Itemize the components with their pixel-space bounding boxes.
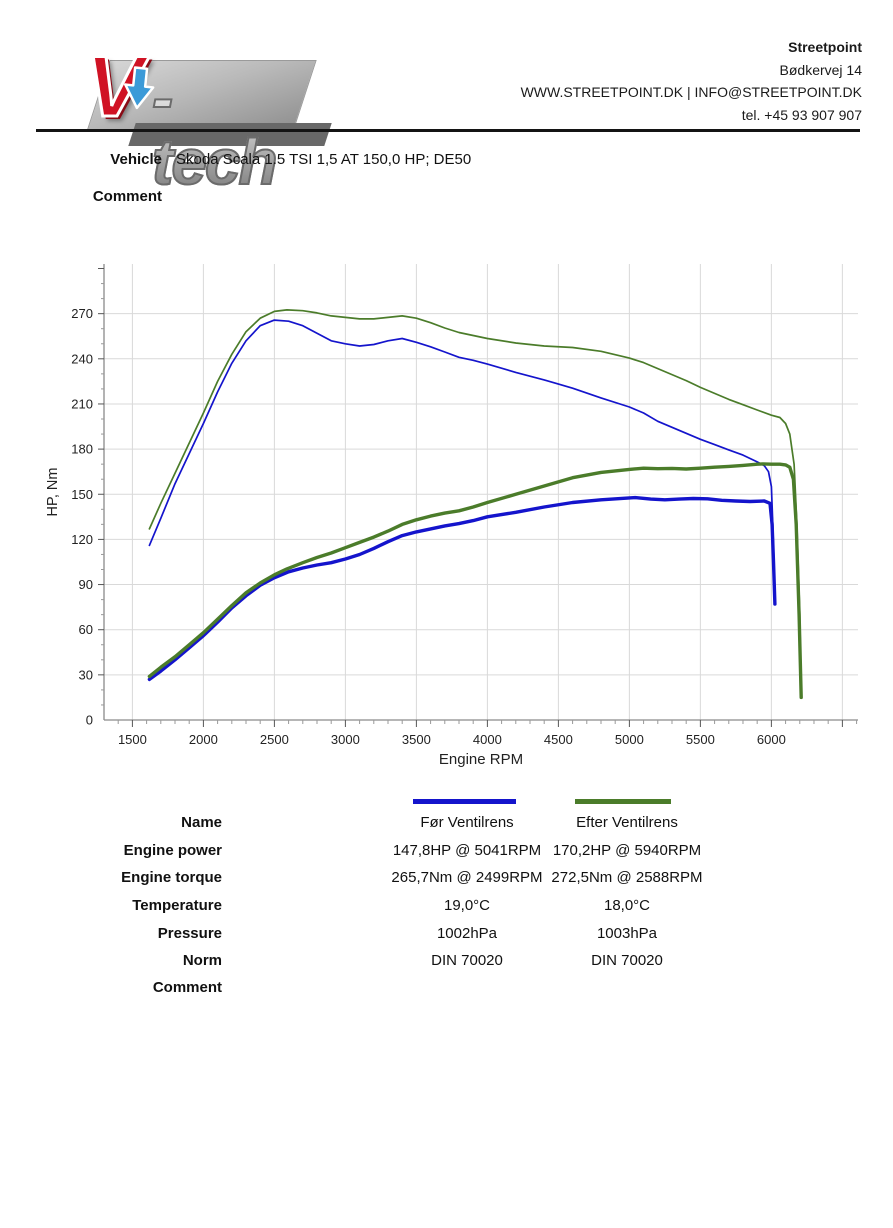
svg-text:HP, Nm: HP, Nm	[45, 468, 61, 517]
engine-power-col2: 170,2HP @ 5940RPM	[552, 842, 702, 859]
svg-text:60: 60	[79, 622, 93, 637]
svg-text:4500: 4500	[544, 732, 573, 747]
row-label-temperature: Temperature	[132, 897, 222, 914]
legend-swatch-for	[413, 799, 516, 804]
company-name: Streetpoint	[788, 39, 862, 55]
svg-text:4000: 4000	[473, 732, 502, 747]
vehicle-label: Vehicle	[110, 151, 162, 168]
pressure-col1: 1002hPa	[436, 925, 498, 942]
svg-text:2500: 2500	[260, 732, 289, 747]
svg-text:5000: 5000	[615, 732, 644, 747]
legend-swatch-efter	[575, 799, 671, 804]
comment-label: Comment	[92, 188, 162, 205]
svg-text:3000: 3000	[331, 732, 360, 747]
company-phone: tel. +45 93 907 907	[741, 106, 862, 123]
svg-text:30: 30	[79, 667, 93, 682]
dyno-chart: 1500 2000 2500 3000 3500 4000 4500 5000 5500 6000…	[45, 264, 858, 768]
temperature-col2: 18,0°C	[603, 897, 651, 914]
svg-text:240: 240	[71, 351, 93, 366]
vehicle-value: Skoda Scala 1.5 TSI 1,5 AT 150,0 HP; DE5…	[176, 151, 472, 168]
engine-torque-col2: 272,5Nm @ 2588RPM	[551, 869, 703, 886]
svg-text:5500: 5500	[686, 732, 715, 747]
header-divider	[36, 129, 860, 132]
svg-text:3500: 3500	[402, 732, 431, 747]
row-label-comment: Comment	[152, 979, 222, 996]
engine-power-col1: 147,8HP @ 5041RPM	[392, 842, 542, 859]
norm-col2: DIN 70020	[591, 952, 663, 969]
temperature-col1: 19,0°C	[443, 897, 491, 914]
svg-text:210: 210	[71, 396, 93, 411]
pressure-col2: 1003hPa	[596, 925, 658, 942]
name-col2: Efter Ventilrens	[576, 814, 678, 831]
blue-down-arrow-icon	[124, 66, 155, 110]
company-address: Bødkervej 14	[779, 61, 862, 78]
row-label-name: Name	[181, 814, 222, 831]
company-web-email: WWW.STREETPOINT.DK | INFO@STREETPOINT.DK	[520, 84, 862, 100]
svg-text:150: 150	[71, 487, 93, 502]
svg-text:2000: 2000	[189, 732, 218, 747]
svg-text:180: 180	[71, 442, 93, 457]
svg-text:1500: 1500	[118, 732, 147, 747]
svg-text:6000: 6000	[757, 732, 786, 747]
vtech-logo: V -tech	[36, 26, 332, 195]
norm-col1: DIN 70020	[431, 952, 503, 969]
logo-text-tech: -tech	[151, 65, 286, 195]
svg-text:120: 120	[71, 532, 93, 547]
engine-torque-col1: 265,7Nm @ 2499RPM	[391, 869, 543, 886]
row-label-engine-torque: Engine torque	[121, 869, 222, 886]
company-info: Streetpoint Bødkervej 14 WWW.STREETPOINT…	[521, 36, 862, 126]
svg-text:Engine RPM: Engine RPM	[439, 751, 523, 768]
svg-text:270: 270	[71, 306, 93, 321]
row-label-norm: Norm	[182, 952, 222, 969]
svg-text:0: 0	[86, 713, 93, 728]
svg-text:90: 90	[79, 577, 93, 592]
row-label-pressure: Pressure	[157, 925, 222, 942]
row-label-engine-power: Engine power	[123, 842, 222, 859]
name-col1: Før Ventilrens	[420, 814, 514, 831]
